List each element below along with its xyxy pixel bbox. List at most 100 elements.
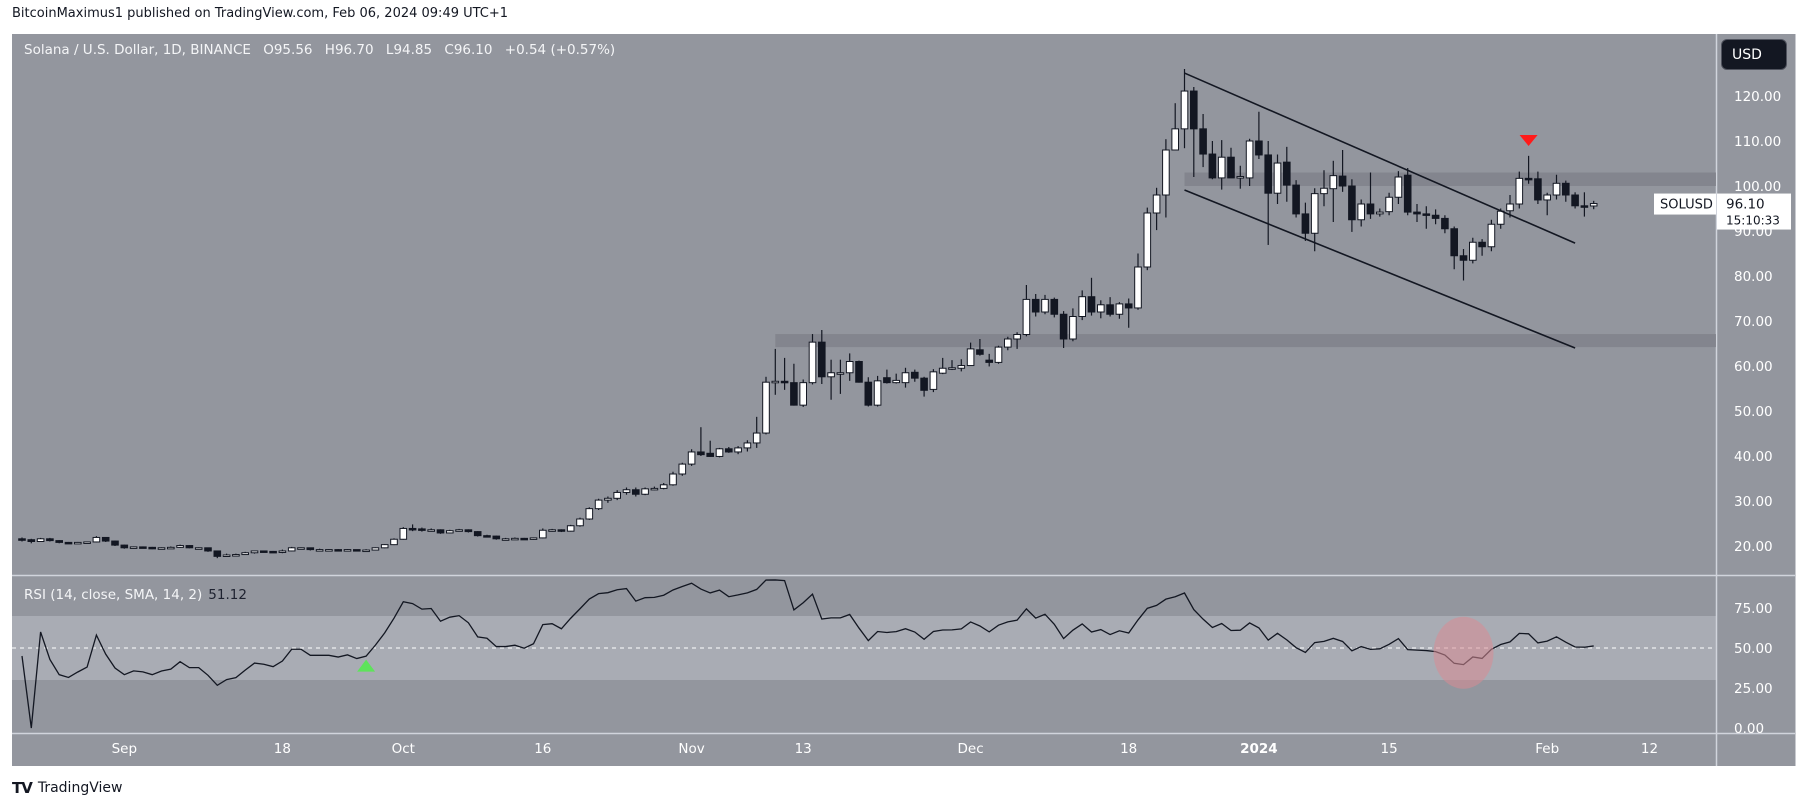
candle — [287, 546, 296, 552]
candle — [185, 545, 194, 549]
candle — [92, 536, 101, 543]
candle — [585, 507, 594, 520]
chart-canvas[interactable]: 120.00110.00100.0090.0080.0070.0060.0050… — [12, 34, 1795, 766]
candle — [1143, 207, 1152, 271]
candle — [250, 550, 259, 554]
chart-frame[interactable]: 120.00 110.00 100.00 90.00 80.00 70.00 60.00 50… — [12, 34, 1796, 766]
candle-body — [1106, 304, 1114, 315]
close-value: 96.10 — [453, 42, 493, 58]
candle-body — [715, 448, 724, 457]
candle-body — [845, 361, 854, 374]
time-tick-label: 18 — [1120, 741, 1137, 757]
symbol-title: Solana / U.S. Dollar, 1D, BINANCE — [24, 42, 251, 58]
candle-body — [325, 549, 333, 552]
candle — [222, 553, 231, 557]
candle-body — [985, 359, 994, 363]
candle — [427, 528, 435, 532]
candle-body — [18, 538, 26, 541]
price-tick-label: 30.00 — [1734, 494, 1773, 510]
candle-body — [1571, 194, 1579, 207]
candle-body — [818, 341, 826, 378]
candle-body — [1329, 175, 1338, 190]
candle — [74, 541, 82, 545]
candle — [297, 547, 305, 550]
candle-body — [632, 489, 640, 495]
candle — [520, 537, 528, 541]
candle-body — [957, 365, 966, 369]
candle-body — [641, 488, 649, 495]
candle-body — [399, 527, 408, 540]
candle — [1208, 141, 1217, 180]
candle — [46, 537, 54, 542]
candle — [669, 471, 677, 486]
candle-body — [492, 535, 501, 540]
candle-body — [111, 540, 119, 546]
candle-body — [92, 536, 101, 543]
candle — [1459, 249, 1468, 281]
candle — [1487, 219, 1496, 252]
candle — [1450, 226, 1459, 270]
candle-body — [371, 547, 380, 551]
candle — [176, 544, 184, 548]
candle-body — [1394, 176, 1403, 198]
candle-body — [929, 371, 938, 390]
candle — [1041, 294, 1049, 315]
price-tick-label: 70.00 — [1734, 314, 1773, 330]
candle — [1376, 208, 1384, 217]
candle — [1162, 139, 1170, 218]
currency-button[interactable]: USD — [1721, 39, 1787, 70]
candle-body — [873, 380, 882, 406]
candle-body — [1190, 90, 1198, 130]
candle-body — [1524, 177, 1533, 181]
candle — [1264, 141, 1273, 245]
candle — [418, 527, 426, 532]
candle — [380, 544, 389, 549]
last-price-symbol: SOLUSD — [1660, 198, 1713, 213]
candle — [1431, 209, 1440, 225]
candle — [1124, 298, 1133, 328]
open-value: 95.56 — [273, 42, 313, 58]
candle-body — [622, 489, 631, 493]
candle — [911, 369, 919, 382]
candle-body — [269, 550, 277, 554]
candle-body — [1338, 175, 1347, 187]
candle-body — [650, 487, 659, 491]
candle-body — [734, 447, 742, 453]
candle — [752, 416, 761, 448]
candle-body — [771, 380, 780, 384]
time-tick-label: 15 — [1381, 741, 1398, 757]
candle — [845, 353, 854, 381]
candle — [529, 537, 538, 540]
candle-body — [129, 546, 138, 549]
candle-body — [529, 537, 538, 540]
candle-body — [1301, 213, 1310, 234]
channel-upper-line — [1184, 72, 1576, 244]
candle-body — [343, 549, 352, 552]
candle-body — [1022, 298, 1031, 335]
candle-body — [418, 528, 426, 531]
candle-body — [222, 554, 231, 557]
candle-body — [1152, 194, 1161, 214]
candle — [1571, 192, 1579, 209]
candle — [957, 359, 966, 372]
price-tick-label: 60.00 — [1734, 359, 1773, 375]
candle-body — [976, 349, 984, 355]
candle-body — [725, 448, 733, 453]
candle-body — [1050, 298, 1059, 315]
candle — [1022, 285, 1031, 337]
candle — [1524, 155, 1533, 184]
time-tick-label: Sep — [112, 741, 137, 757]
candle — [1301, 202, 1310, 241]
candle — [1273, 154, 1282, 204]
candle — [371, 547, 380, 551]
candle — [1320, 170, 1328, 207]
candle-body — [1552, 182, 1561, 196]
candle — [929, 369, 938, 393]
price-tick-label: 100.00 — [1734, 179, 1781, 195]
candle — [1441, 215, 1449, 234]
high-value: 96.70 — [334, 42, 374, 58]
candle — [1394, 171, 1403, 204]
candle — [1059, 311, 1068, 348]
candle-body — [1059, 313, 1068, 340]
time-tick-label: 16 — [534, 741, 551, 757]
